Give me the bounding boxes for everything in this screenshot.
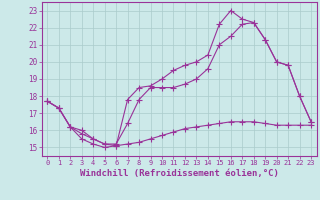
X-axis label: Windchill (Refroidissement éolien,°C): Windchill (Refroidissement éolien,°C)	[80, 169, 279, 178]
